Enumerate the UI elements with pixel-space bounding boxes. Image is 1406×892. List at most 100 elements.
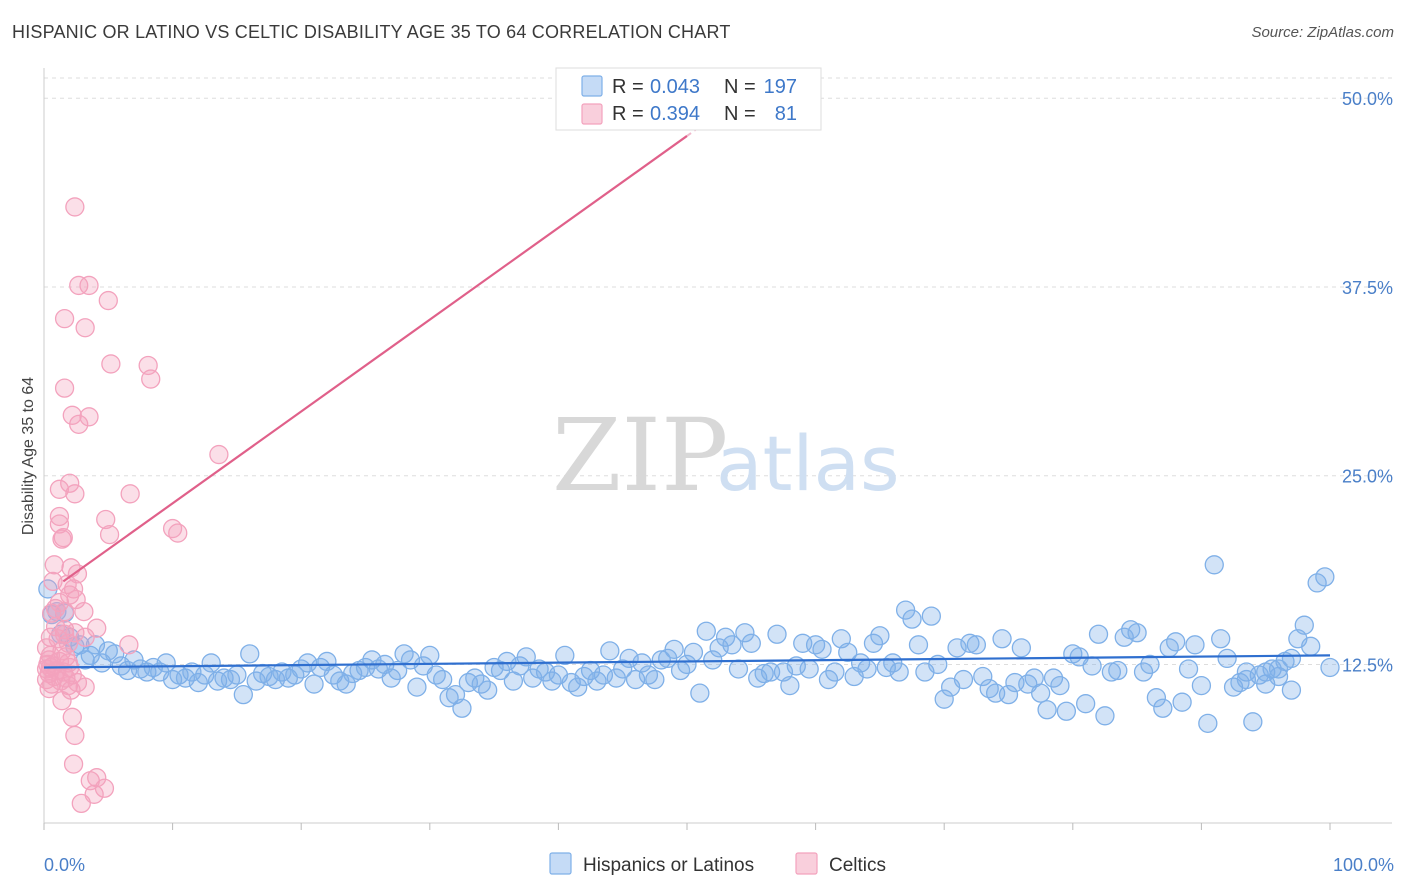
- data-point-hispanics: [1281, 680, 1302, 700]
- data-point-hispanics: [953, 669, 974, 690]
- data-point-hispanics: [799, 659, 819, 679]
- data-point-celtics: [119, 635, 139, 655]
- data-point-hispanics: [201, 653, 221, 673]
- data-point-celtics: [79, 275, 99, 296]
- data-point-hispanics: [1088, 624, 1109, 644]
- legend-r-label-2: R =: [612, 103, 644, 125]
- data-point-hispanics: [1198, 713, 1218, 733]
- data-point-hispanics: [1101, 662, 1122, 682]
- data-point-celtics: [52, 529, 72, 549]
- watermark: ZIP atlas: [552, 397, 900, 514]
- data-point-hispanics: [80, 645, 100, 666]
- data-point-hispanics: [1095, 706, 1115, 726]
- data-point-hispanics: [780, 675, 800, 696]
- series-celtics-points: [36, 197, 229, 814]
- data-point-hispanics: [1043, 668, 1064, 688]
- data-point-hispanics: [1191, 675, 1212, 696]
- data-point-hispanics: [1268, 659, 1289, 679]
- legend-swatch-blue: [581, 75, 603, 97]
- data-point-hispanics: [1076, 694, 1096, 714]
- data-point-hispanics: [1082, 656, 1102, 676]
- data-point-hispanics: [889, 662, 909, 682]
- x-tick-label-max: 100.0%: [1333, 855, 1394, 875]
- data-point-celtics: [62, 707, 82, 727]
- data-point-hispanics: [1178, 659, 1199, 679]
- data-point-celtics: [74, 601, 94, 622]
- axes: [43, 68, 1392, 824]
- data-point-hispanics: [1140, 654, 1160, 675]
- data-point-celtics: [66, 589, 86, 610]
- data-point-hispanics: [992, 629, 1012, 649]
- data-point-hispanics: [1146, 688, 1167, 708]
- trend-lines: [43, 79, 1331, 669]
- data-point-celtics: [75, 318, 95, 338]
- data-point-hispanics: [645, 669, 665, 690]
- data-point-hispanics: [188, 672, 208, 693]
- data-point-hispanics: [838, 642, 858, 663]
- watermark-atlas: atlas: [716, 419, 900, 508]
- data-point-hispanics: [812, 639, 832, 659]
- data-point-hispanics: [1236, 669, 1257, 690]
- legend-n-value-2: 81: [775, 103, 797, 125]
- data-point-hispanics: [1172, 692, 1192, 712]
- trend-line-hispanics: [43, 654, 1331, 669]
- data-point-hispanics: [908, 635, 929, 655]
- data-point-hispanics: [304, 674, 324, 694]
- data-point-hispanics: [1031, 683, 1051, 703]
- data-point-celtics: [141, 369, 161, 389]
- data-point-hispanics: [1127, 623, 1147, 643]
- data-point-hispanics: [516, 647, 536, 667]
- legend-r-value-2: 0.394: [650, 103, 700, 125]
- data-point-celtics: [43, 571, 63, 592]
- legend-r-label-1: R =: [612, 76, 644, 98]
- data-point-hispanics: [568, 677, 588, 697]
- source-credit: Source: ZipAtlas.com: [1251, 24, 1394, 41]
- watermark-zip: ZIP: [552, 397, 728, 514]
- series-legend-swatch-hispanics: [549, 852, 572, 875]
- legend-n-label-1: N =: [724, 76, 756, 98]
- data-point-hispanics: [420, 645, 440, 666]
- data-point-celtics: [96, 509, 116, 530]
- series-legend-label-hispanics: Hispanics or Latinos: [583, 855, 754, 876]
- grid-lines: [44, 77, 1392, 665]
- data-point-celtics: [120, 484, 140, 504]
- data-point-celtics: [65, 197, 85, 217]
- data-point-celtics: [79, 407, 99, 427]
- y-tick-label: 25.0%: [1342, 467, 1393, 487]
- data-point-hispanics: [677, 654, 697, 675]
- data-point-hispanics: [735, 623, 755, 643]
- data-point-hispanics: [741, 633, 761, 653]
- data-point-hispanics: [555, 645, 575, 666]
- data-point-celtics: [209, 444, 229, 465]
- data-point-hispanics: [690, 683, 710, 703]
- data-point-hispanics: [857, 659, 877, 679]
- data-point-hispanics: [683, 642, 704, 663]
- data-point-celtics: [75, 677, 95, 697]
- data-point-hispanics: [1217, 648, 1237, 669]
- data-point-hispanics: [227, 665, 247, 685]
- data-point-hispanics: [105, 644, 125, 664]
- data-point-celtics: [39, 678, 59, 699]
- data-point-celtics: [69, 275, 89, 296]
- data-point-hispanics: [754, 663, 774, 684]
- data-point-hispanics: [1204, 555, 1224, 575]
- data-point-hispanics: [966, 635, 986, 655]
- data-point-celtics: [71, 793, 91, 814]
- data-point-hispanics: [1294, 615, 1314, 635]
- data-point-hispanics: [1320, 657, 1340, 678]
- data-point-hispanics: [240, 644, 260, 664]
- data-point-hispanics: [973, 666, 993, 687]
- data-point-hispanics: [1133, 662, 1154, 682]
- data-point-hispanics: [1281, 648, 1302, 669]
- y-axis-tick-labels: 12.5% 25.0% 37.5% 50.0%: [1342, 89, 1393, 675]
- legend-n-label-2: N =: [724, 103, 756, 125]
- y-tick-label: 37.5%: [1342, 278, 1393, 298]
- data-point-celtics: [65, 623, 85, 643]
- data-point-hispanics: [825, 662, 845, 682]
- data-point-celtics: [60, 473, 80, 493]
- data-point-celtics: [56, 668, 76, 688]
- data-point-celtics: [53, 527, 73, 548]
- data-point-hispanics: [934, 689, 954, 709]
- y-tick-label: 12.5%: [1342, 655, 1393, 675]
- legend-r-value-1: 0.043: [650, 76, 700, 98]
